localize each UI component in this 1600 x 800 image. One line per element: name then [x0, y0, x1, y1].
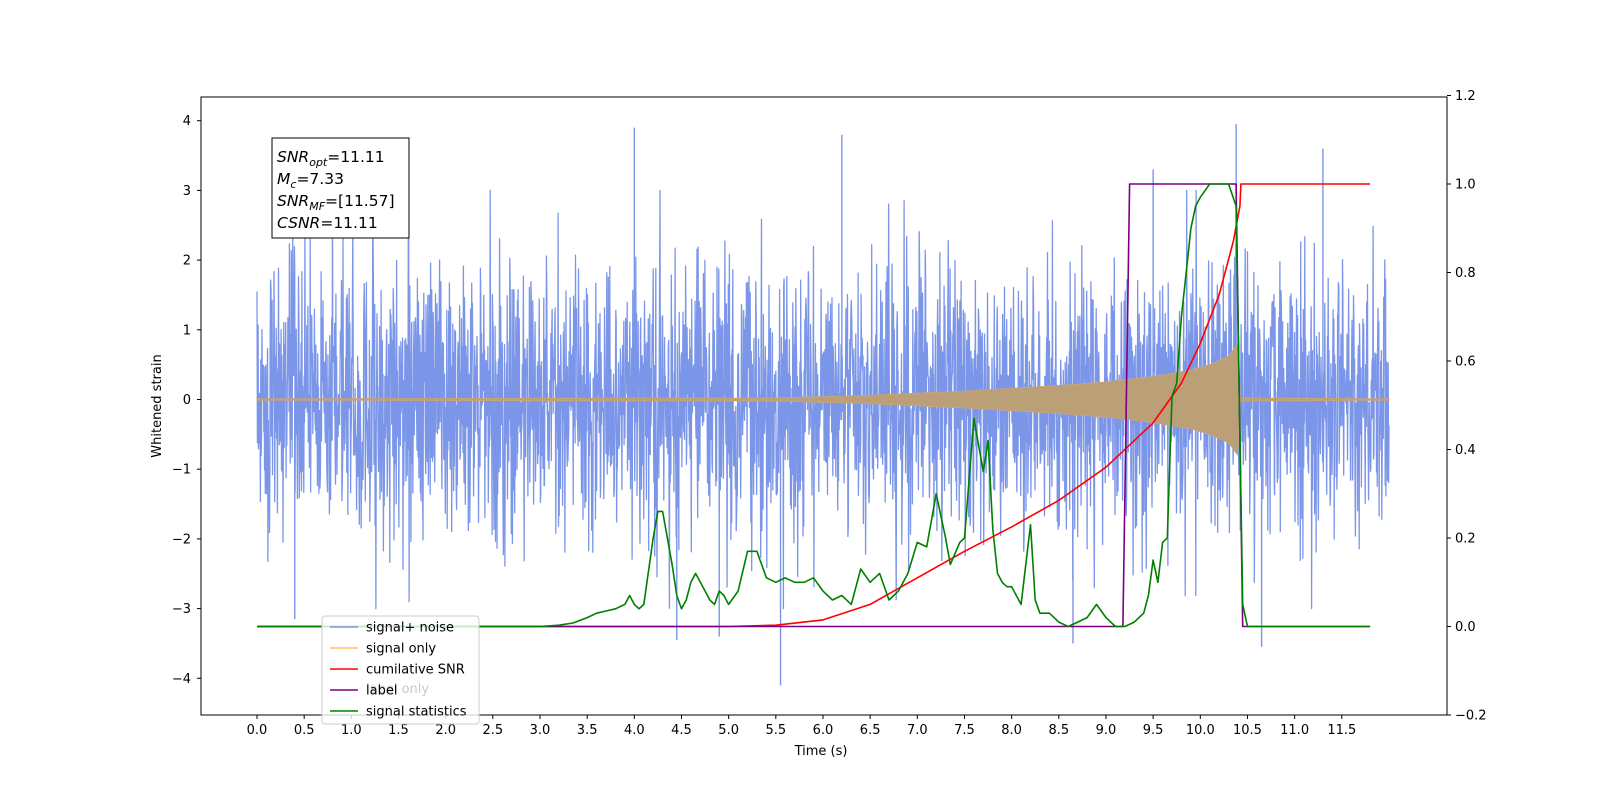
legend-label: cumilative SNR — [366, 663, 465, 678]
y-left-tick-label: 4 — [183, 114, 191, 129]
annotation-line: SNRopt=11.11 — [277, 148, 385, 169]
signal-only-envelope — [256, 343, 1390, 456]
legend: label only signal+ noise signal only cumila… — [321, 615, 480, 725]
y-left-tick-label: 1 — [183, 323, 191, 338]
x-tick-label: 6.0 — [813, 723, 834, 738]
x-tick-label: 5.5 — [765, 723, 786, 738]
x-tick-label: 4.0 — [624, 723, 645, 738]
x-tick-label: 10.5 — [1233, 723, 1262, 738]
signal-statistics-line — [257, 183, 1371, 628]
legend-label: signal+ noise — [366, 621, 454, 636]
legend-label: signal only — [366, 642, 436, 657]
signal-only-series — [256, 343, 1390, 456]
x-tick-label: 1.0 — [341, 723, 362, 738]
x-tick-label: 7.0 — [907, 723, 928, 738]
cumilative-snr-line — [257, 183, 1371, 628]
x-tick-label: 5.0 — [718, 723, 739, 738]
legend-label: label — [366, 684, 397, 699]
y-right-tick-label: 1.2 — [1455, 89, 1476, 104]
x-tick-label: 9.5 — [1143, 723, 1164, 738]
x-tick-label: 1.5 — [388, 723, 409, 738]
y-left-tick-label: −1 — [172, 463, 191, 478]
x-tick-label: 3.5 — [577, 723, 598, 738]
y-right-tick-label: 0.4 — [1455, 443, 1476, 458]
x-tick-label: 6.5 — [860, 723, 881, 738]
y-left-tick-label: −4 — [172, 672, 191, 687]
x-tick-label: 4.5 — [671, 723, 692, 738]
plot-area — [256, 124, 1390, 686]
y-right-tick-label: 0.2 — [1455, 532, 1476, 547]
x-tick-label: 7.5 — [954, 723, 975, 738]
noise-series — [256, 124, 1390, 686]
y-left-tick-label: 0 — [183, 393, 191, 408]
x-tick-label: 8.0 — [1001, 723, 1022, 738]
y-right-tick-label: 0.8 — [1455, 266, 1476, 281]
snr-annotation-box: SNRopt=11.11Mc=7.33SNRMF=[11.57]CSNR=11.… — [271, 137, 410, 239]
y-axis-title: Whitened strain — [150, 354, 165, 457]
x-tick-label: 8.5 — [1048, 723, 1069, 738]
y-left-tick-label: −3 — [172, 602, 191, 617]
x-tick-label: 0.0 — [247, 723, 268, 738]
annotation-line: Mc=7.33 — [277, 170, 344, 191]
legend-label: signal statistics — [366, 705, 467, 720]
legend-hidden-label: label only — [366, 682, 429, 697]
y-right-tick-label: 1.0 — [1455, 178, 1476, 193]
x-tick-label: 2.0 — [435, 723, 456, 738]
y-left-tick-label: 3 — [183, 184, 191, 199]
x-tick-label: 10.0 — [1186, 723, 1215, 738]
annotation-frame — [271, 137, 410, 239]
x-tick-label: 2.5 — [482, 723, 503, 738]
y-left-tick-label: −2 — [172, 532, 191, 547]
annotation-line: SNRMF=[11.57] — [277, 192, 395, 213]
x-tick-label: 11.5 — [1327, 723, 1356, 738]
annotation-line: CSNR=11.11 — [277, 214, 378, 232]
x-tick-label: 3.0 — [530, 723, 551, 738]
left-y-axis-ticks: 4 3 2 1 0 −1 −2 −3 −4 — [172, 114, 201, 687]
x-axis-title: Time (s) — [794, 744, 848, 759]
x-axis-ticks: 0.0 0.5 1.0 1.5 2.0 2.5 3.0 3.5 4.0 4.5 5.0 5.5 6.0 6… — [247, 715, 1356, 738]
statistic-series — [257, 183, 1371, 628]
y-right-tick-label: 0.6 — [1455, 355, 1476, 370]
legend-frame — [321, 615, 480, 725]
plot-frame — [200, 96, 1448, 716]
x-tick-label: 11.0 — [1280, 723, 1309, 738]
right-y-axis-ticks: 1.2 1.0 0.8 0.6 0.4 0.2 0.0 −0.2 — [1447, 89, 1487, 724]
x-tick-label: 0.5 — [294, 723, 315, 738]
y-left-tick-label: 2 — [183, 254, 191, 269]
y-right-tick-label: 0.0 — [1455, 620, 1476, 635]
y-right-tick-label: −0.2 — [1455, 709, 1487, 724]
x-tick-label: 9.0 — [1096, 723, 1117, 738]
